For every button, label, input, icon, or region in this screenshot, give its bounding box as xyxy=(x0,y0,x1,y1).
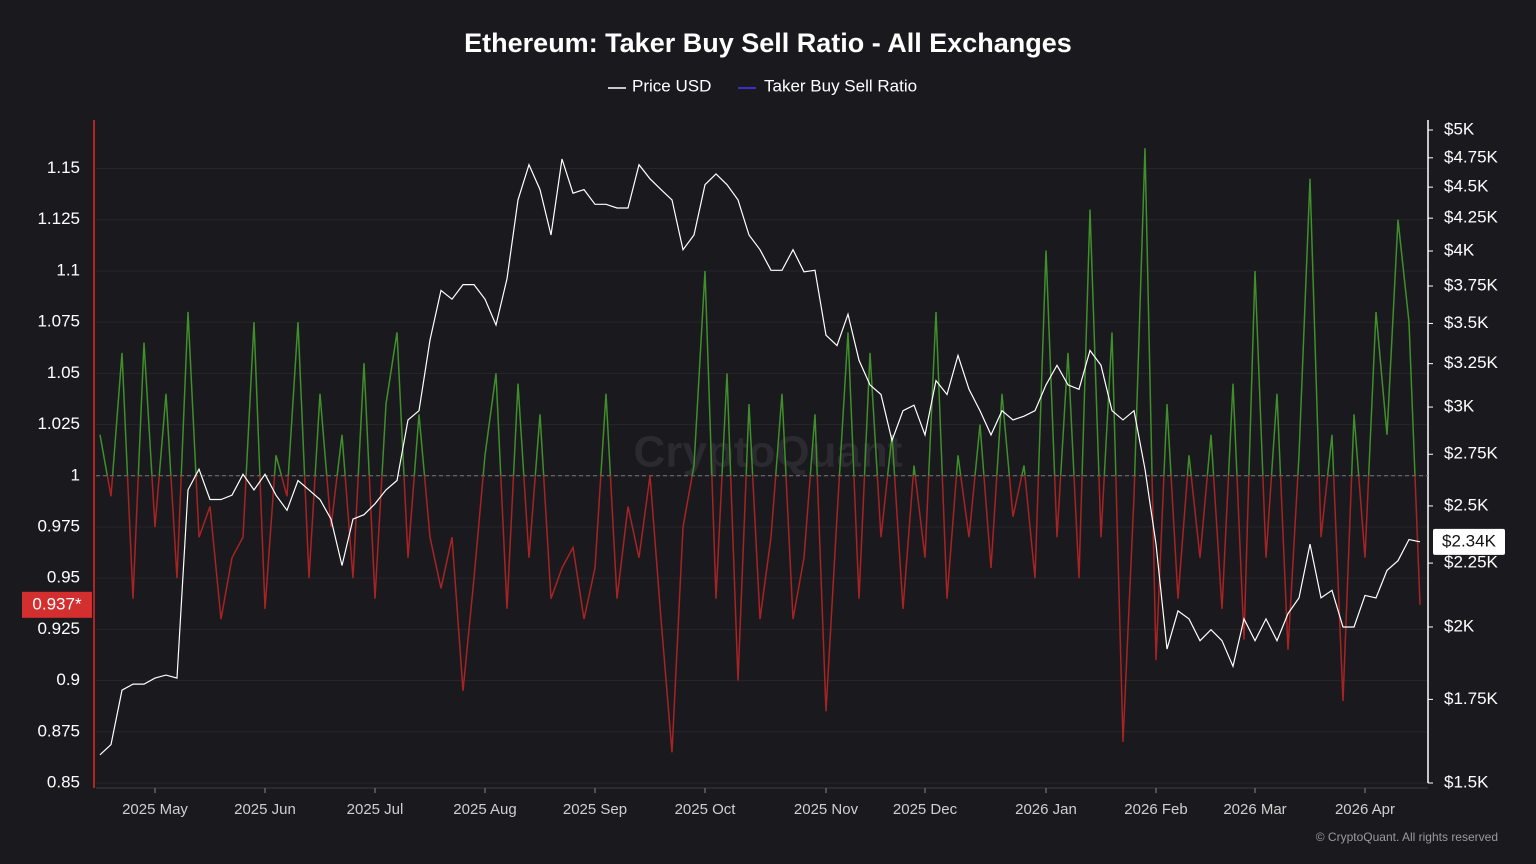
y2-tick-label: $5K xyxy=(1444,119,1475,138)
y2-tick-label: $1.75K xyxy=(1444,689,1499,708)
value-badge: 0.937* xyxy=(22,591,92,618)
x-tick-label: 2025 May xyxy=(122,801,188,818)
y2-tick-label: $3.25K xyxy=(1444,353,1499,372)
y2-tick-label: $2.5K xyxy=(1444,495,1489,514)
legend: Price USD Taker Buy Sell Ratio xyxy=(608,76,917,95)
y2-tick-label: $2.75K xyxy=(1444,444,1499,463)
value-badge: $2.34K xyxy=(1433,528,1505,555)
y-tick-label: 0.875 xyxy=(37,721,80,740)
y-tick-label: 0.975 xyxy=(37,516,80,535)
chart-title: Ethereum: Taker Buy Sell Ratio - All Exc… xyxy=(464,28,1072,58)
ratio-line-above xyxy=(99,148,1416,476)
y2-tick-label: $1.5K xyxy=(1444,772,1489,791)
ratio-line-below xyxy=(106,475,1421,753)
y2-tick-label: $2K xyxy=(1444,616,1475,635)
y-tick-label: 1.05 xyxy=(47,363,80,382)
x-tick-label: 2025 Oct xyxy=(675,801,737,818)
y2-tick-label: $3.5K xyxy=(1444,313,1489,332)
x-tick-label: 2026 Feb xyxy=(1124,801,1187,818)
x-tick-label: 2025 Sep xyxy=(563,801,627,818)
badge-box xyxy=(22,591,92,618)
y2-tick-label: $3K xyxy=(1444,397,1475,416)
y2-tick-label: $4.75K xyxy=(1444,147,1499,166)
y2-tick-label: $2.25K xyxy=(1444,553,1499,572)
legend-label: Price USD xyxy=(632,76,711,95)
x-tick-label: 2025 Aug xyxy=(453,801,516,818)
watermark: CryptoQuant xyxy=(634,428,903,477)
legend-label: Taker Buy Sell Ratio xyxy=(764,76,917,95)
y-tick-label: 0.9 xyxy=(56,670,80,689)
y-tick-label: 1.125 xyxy=(37,209,80,228)
y-tick-label: 0.925 xyxy=(37,619,80,638)
x-tick-label: 2025 Jul xyxy=(347,801,404,818)
y2-tick-label: $4.25K xyxy=(1444,208,1499,227)
x-tick-label: 2026 Mar xyxy=(1223,801,1286,818)
credit: © CryptoQuant. All rights reserved xyxy=(1316,830,1498,844)
badge-label: 0.937* xyxy=(32,594,82,613)
y-tick-label: 1.1 xyxy=(56,260,80,279)
price-line xyxy=(99,158,1421,756)
y-tick-label: 1.075 xyxy=(37,312,80,331)
badge-box xyxy=(1433,528,1505,555)
y2-tick-label: $4K xyxy=(1444,241,1475,260)
y2-tick-label: $3.75K xyxy=(1444,276,1499,295)
x-tick-label: 2025 Nov xyxy=(794,801,859,818)
x-tick-label: 2025 Dec xyxy=(893,801,958,818)
y-tick-label: 1 xyxy=(71,465,80,484)
y-tick-label: 0.85 xyxy=(47,772,80,791)
x-tick-label: 2026 Jan xyxy=(1015,801,1077,818)
y2-tick-label: $4.5K xyxy=(1444,177,1489,196)
y-tick-label: 1.025 xyxy=(37,414,80,433)
x-tick-label: 2025 Jun xyxy=(234,801,296,818)
y-tick-label: 1.15 xyxy=(47,158,80,177)
badge-label: $2.34K xyxy=(1442,531,1497,550)
y-tick-label: 0.95 xyxy=(47,568,80,587)
x-tick-label: 2026 Apr xyxy=(1335,801,1395,818)
